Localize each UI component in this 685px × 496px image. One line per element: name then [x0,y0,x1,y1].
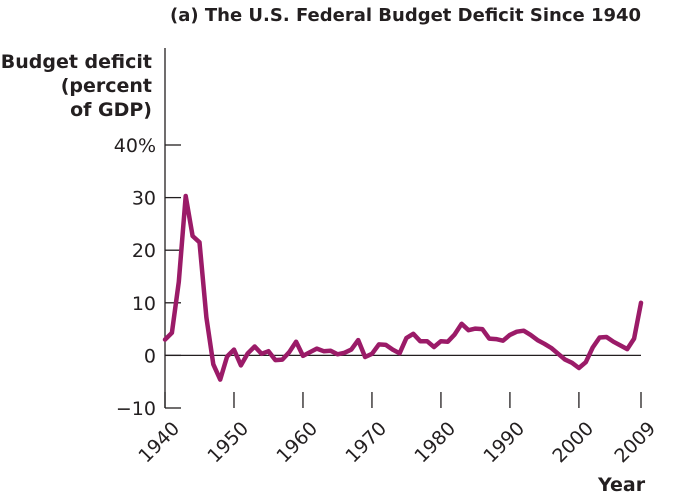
y-tick-label: 0 [144,345,156,367]
x-tick-label: 1990 [479,418,529,468]
y-tick-label: 30 [132,188,156,210]
y-axis-label-line-1: Budget deficit [0,51,152,73]
x-tick-label: 1980 [410,418,460,468]
y-tick-label: −10 [116,398,156,420]
x-tick-label: 1960 [272,418,322,468]
y-tick-label: 20 [132,240,156,262]
x-axis-ticks: 1940 1950 1960 1970 1980 1990 2000 2009 [134,392,660,467]
y-tick-label: 10 [132,293,156,315]
y-axis-label: Budget deficit (percent of GDP) [0,50,152,122]
x-tick-label: 1970 [341,418,391,468]
y-axis-label-line-2: (percent [60,75,152,97]
chart-title: (a) The U.S. Federal Budget Deficit Sinc… [170,5,642,26]
x-tick-label: 1940 [134,418,184,468]
x-tick-label: 2000 [548,418,598,468]
y-tick-label: 40% [114,135,156,157]
budget-deficit-line [162,193,644,382]
x-tick-label: 2009 [610,418,660,468]
y-axis-label-line-3: of GDP) [70,99,152,121]
y-axis-ticks: −10 0 10 20 30 40% [114,135,181,420]
series-group [162,193,644,382]
x-tick-label: 1950 [203,418,253,468]
x-axis-label: Year [598,474,646,496]
